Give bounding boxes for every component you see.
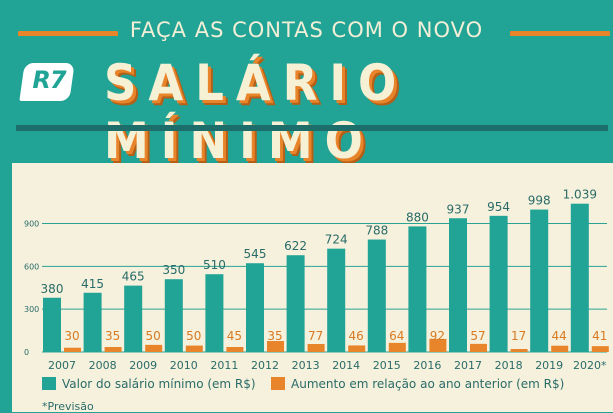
bar-salary	[43, 297, 61, 352]
x-tick-label: 2011	[210, 359, 238, 372]
data-label-salary: 510	[203, 258, 226, 272]
x-tick-label: 2016	[413, 359, 441, 372]
bar-salary	[83, 292, 102, 352]
data-label-increase: 50	[146, 329, 161, 343]
bar-salary	[205, 274, 224, 352]
data-label-increase: 64	[389, 329, 404, 343]
data-label-increase: 46	[349, 329, 364, 343]
x-tick-label: 2009	[129, 359, 157, 372]
data-label-salary: 1.039	[563, 188, 597, 202]
data-label-salary: 998	[528, 194, 551, 208]
legend-label-increase: Aumento em relação ao ano anterior (em R…	[291, 377, 565, 391]
data-label-increase: 44	[552, 329, 567, 343]
bar-increase	[429, 338, 447, 352]
bar-increase	[510, 349, 528, 352]
header: FAÇA AS CONTAS COM O NOVO R7 SALÁRIO MÍN…	[0, 0, 613, 170]
bar-salary	[408, 226, 427, 352]
y-tick-label: 600	[24, 262, 39, 271]
x-tick-label: 2019	[535, 359, 563, 372]
bar-increase	[145, 344, 163, 352]
data-label-increase: 17	[511, 329, 526, 343]
data-label-increase: 57	[470, 329, 485, 343]
bar-increase	[185, 345, 203, 352]
legend-swatch-salary	[42, 377, 56, 390]
x-tick-label: 2018	[495, 359, 523, 372]
x-tick-label: 2010	[170, 359, 198, 372]
bar-salary	[570, 203, 589, 352]
subtitle: FAÇA AS CONTAS COM O NOVO	[129, 18, 484, 42]
data-label-salary: 465	[122, 270, 145, 284]
bar-salary	[489, 215, 508, 352]
bar-salary	[164, 279, 183, 352]
x-tick-label: 2015	[373, 359, 401, 372]
x-tick-label: 2020*	[573, 359, 607, 372]
data-label-salary: 380	[41, 282, 64, 296]
data-label-salary: 545	[244, 247, 267, 261]
bar-increase	[388, 342, 406, 352]
decorative-rule-right	[510, 31, 610, 36]
bar-salary	[530, 209, 549, 352]
chart-panel	[12, 163, 613, 412]
data-label-salary: 724	[325, 233, 348, 247]
bar-increase	[226, 347, 244, 352]
bar-increase	[307, 344, 325, 352]
data-label-salary: 937	[447, 202, 470, 216]
legend-label-salary: Valor do salário mínimo (em R$)	[62, 377, 256, 391]
bar-increase	[470, 343, 487, 352]
bar-increase	[104, 347, 122, 352]
data-label-increase: 45	[227, 329, 242, 343]
bar-increase	[64, 347, 81, 352]
data-label-salary: 788	[365, 224, 388, 238]
data-label-increase: 77	[308, 329, 323, 343]
data-label-increase: 41	[592, 329, 607, 343]
bar-salary	[246, 263, 264, 352]
y-tick-label: 900	[24, 220, 39, 229]
r7-logo-text: R7	[32, 66, 66, 94]
page-title: SALÁRIO MÍNIMO	[104, 54, 409, 170]
bar-salary	[327, 248, 346, 352]
x-tick-label: 2012	[251, 359, 279, 372]
data-label-salary: 415	[81, 277, 104, 291]
x-tick-label: 2013	[292, 359, 320, 372]
bar-salary	[449, 218, 467, 352]
x-tick-label: 2007	[48, 359, 76, 372]
x-tick-label: 2014	[332, 359, 360, 372]
footnote: *Previsão	[42, 400, 94, 413]
legend-swatch-increase	[271, 377, 285, 390]
bar-increase	[551, 345, 569, 352]
data-label-salary: 622	[284, 239, 307, 253]
data-label-increase: 35	[267, 329, 282, 343]
bar-increase	[267, 341, 284, 352]
data-label-salary: 954	[487, 200, 510, 214]
data-label-salary: 880	[406, 210, 429, 224]
bar-increase	[591, 346, 609, 352]
y-tick-label: 300	[24, 305, 39, 314]
bar-increase	[348, 345, 366, 352]
divider	[16, 125, 608, 131]
data-label-increase: 30	[64, 329, 79, 343]
data-label-salary: 350	[162, 263, 185, 277]
bar-salary	[124, 285, 143, 352]
bar-salary	[286, 255, 305, 352]
data-label-increase: 92	[430, 329, 445, 343]
data-label-increase: 50	[186, 329, 201, 343]
x-tick-label: 2008	[89, 359, 117, 372]
bar-salary	[367, 239, 386, 352]
decorative-rule-left	[18, 31, 118, 36]
data-label-increase: 35	[105, 329, 120, 343]
x-tick-label: 2017	[454, 359, 482, 372]
y-tick-label: 0	[24, 348, 29, 357]
